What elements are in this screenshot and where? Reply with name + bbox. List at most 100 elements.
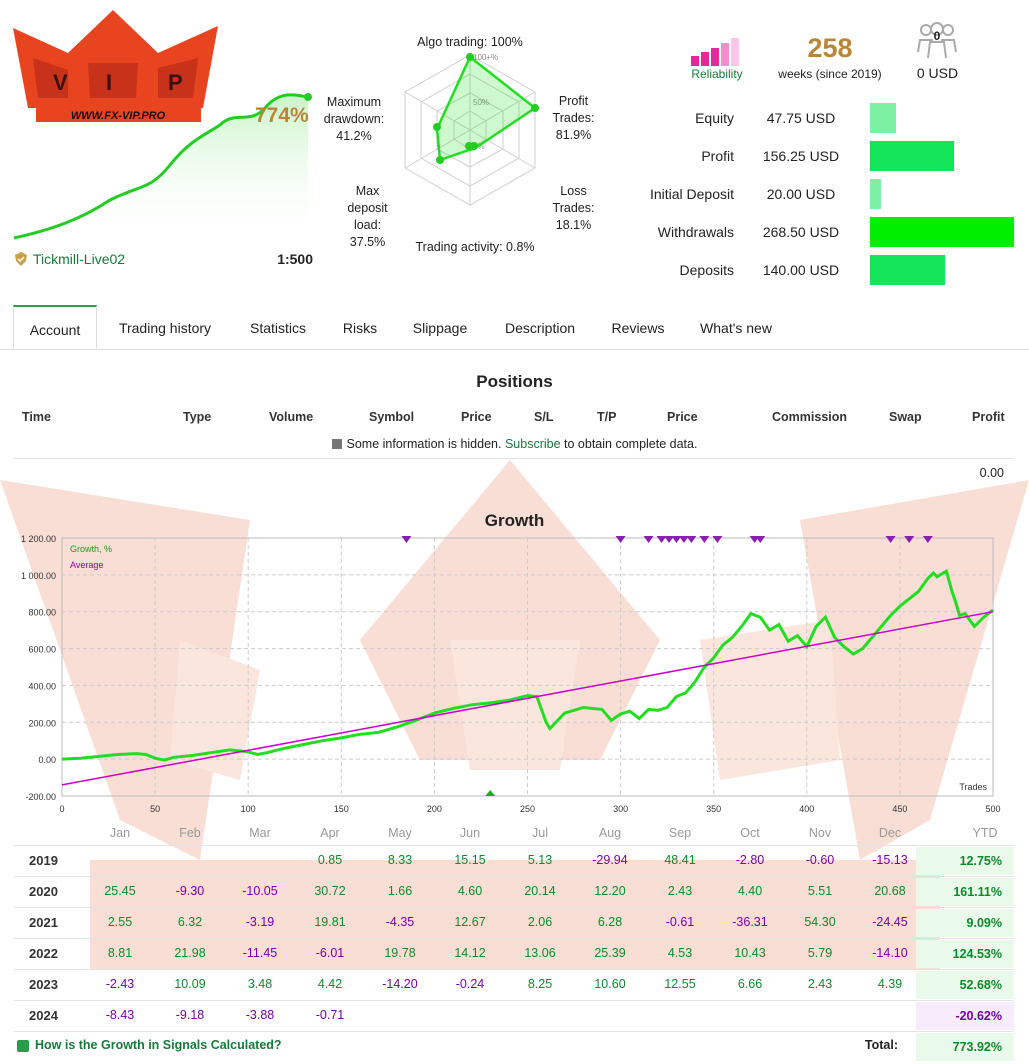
row-divider [14,969,1014,970]
month-value: 10.60 [594,977,626,991]
year-label: 2020 [29,884,58,899]
stat-value-1: 156.25 USD [762,148,840,164]
tab-statistics[interactable]: Statistics [249,320,306,336]
month-value: 20.14 [524,884,556,898]
column-header-price: Price [461,410,492,424]
help-icon [17,1040,29,1052]
y-tick-label: 1 000.00 [21,571,56,581]
month-value: 1.66 [387,884,413,898]
deposit-marker [615,536,626,543]
tab-what-s-new[interactable]: What's new [700,320,772,336]
month-header-ytd: YTD [972,826,998,840]
column-header-price: Price [667,410,698,424]
legend-average: Average [70,560,103,570]
month-value: 4.53 [667,946,693,960]
x-tick-label: 400 [799,804,814,814]
row-divider [14,845,1014,846]
x-tick-label: 350 [706,804,721,814]
row-divider [14,938,1014,939]
month-value: 8.33 [387,853,413,867]
growth-series-line [61,568,994,762]
x-tick-label: 250 [520,804,535,814]
column-header-symbol: Symbol [369,410,415,424]
month-header-jun: Jun [459,826,481,840]
stat-bar-1 [870,141,954,171]
account-name-link[interactable]: Tickmill-Live02 [33,251,126,267]
average-series-line [61,610,994,786]
x-axis-label: Trades [959,782,987,792]
month-value: -2.43 [105,977,135,991]
radar-algo-label: Algo trading: 100% [417,35,523,49]
svg-text:P: P [168,70,183,95]
x-tick-label: 100 [241,804,256,814]
deposit-marker [686,536,697,543]
deposit-marker [656,536,667,543]
tab-reviews[interactable]: Reviews [611,320,665,336]
stat-label-4: Deposits [679,262,734,278]
month-header-feb: Feb [179,826,201,840]
stat-bar-3 [870,217,1014,247]
month-value: -0.60 [805,853,835,867]
positions-divider [14,458,1014,459]
growth-calculation-help-link[interactable]: How is the Growth in Signals Calculated? [35,1038,282,1052]
stat-bar-0 [870,103,896,133]
month-value: 54.30 [804,915,836,929]
month-header-nov: Nov [808,826,832,840]
column-header-volume: Volume [269,410,314,424]
svg-text:WWW.FX-VIP.PRO: WWW.FX-VIP.PRO [71,110,166,122]
stat-label-0: Equity [695,110,734,126]
year-label: 2023 [29,977,58,992]
stat-value-4: 140.00 USD [762,262,840,278]
tab-risks[interactable]: Risks [342,320,378,336]
month-value: 25.45 [104,884,136,898]
month-value: 10.43 [734,946,766,960]
month-value: -6.01 [315,946,345,960]
radar-loss-trades-label: Loss Trades: 18.1% [552,184,595,232]
deposit-marker [885,536,896,543]
deposit-marker [671,536,682,543]
column-header-s-l: S/L [534,410,554,424]
deposit-marker [678,536,689,543]
subscribe-link[interactable]: Subscribe [504,437,561,451]
reliability-bars-icon [691,38,739,66]
tab-description[interactable]: Description [504,320,576,336]
month-value: -29.94 [592,853,628,867]
month-value: 6.66 [737,977,763,991]
radar-ring-100: 100+% [473,53,498,62]
y-tick-label: 1 200.00 [21,534,56,544]
total-label: Total: [864,1038,898,1052]
reliability-label: Reliability [691,67,743,81]
subscribers-count: 0 [933,29,941,43]
y-tick-label: 600.00 [28,645,56,655]
month-value: 19.78 [384,946,416,960]
month-value: 4.39 [877,977,903,991]
legend-growth: Growth, % [70,544,112,554]
month-value: -3.88 [245,1008,275,1022]
month-value: 8.25 [527,977,553,991]
stat-label-3: Withdrawals [657,224,734,240]
column-header-profit: Profit [972,410,1005,424]
radar-profit-trades-label: Profit Trades: 81.9% [552,94,595,142]
stat-label-2: Initial Deposit [649,186,734,202]
verified-shield-icon [14,252,28,266]
growth-chart: 1 200.00 1 000.00 800.00 600.00 400.00 200.00… [21,534,1001,814]
withdrawal-marker [485,790,496,796]
y-tick-label: 0.00 [38,755,56,765]
y-tick-label: 400.00 [28,681,56,691]
deposit-marker [643,536,654,543]
stat-value-2: 20.00 USD [766,186,836,202]
column-header-swap: Swap [889,410,922,424]
tabs-divider [0,349,1029,350]
month-value: -0.61 [665,915,695,929]
stat-label-1: Profit [701,148,734,164]
tab-trading-history[interactable]: Trading history [118,320,212,336]
month-value: 5.51 [807,884,833,898]
month-header-may: May [388,826,412,840]
radar-activity-label: Trading activity: 0.8% [415,240,535,254]
month-header-aug: Aug [598,826,622,840]
column-header-t-p: T/P [597,410,617,424]
deposit-marker [904,536,915,543]
tab-account[interactable]: Account [13,305,97,349]
tab-slippage[interactable]: Slippage [412,320,468,336]
radar-drawdown-label: Maximum drawdown: 41.2% [323,95,385,143]
